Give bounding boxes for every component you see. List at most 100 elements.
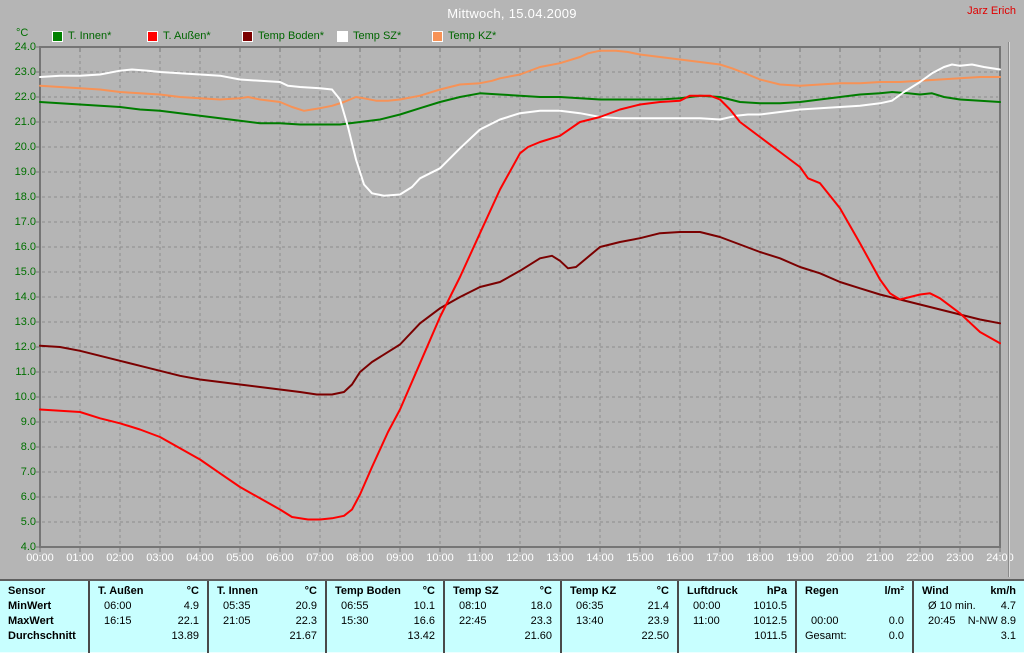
max-row-regen-right: 0.0 <box>888 615 904 627</box>
table-column-regen: Regen l/m² 00:00 0.0 Gesamt: 0.0 <box>795 581 912 653</box>
x-axis-tick-label: 07:00 <box>306 552 334 564</box>
max-row-temp-kz-left: 13:40 <box>576 615 604 627</box>
x-axis-tick-label: 13:00 <box>546 552 574 564</box>
legend-label-t-au-en: T. Außen* <box>163 30 211 42</box>
max-row-wind-right: N-NW 8.9 <box>967 615 1016 627</box>
min-row-t-au-en-right: 4.9 <box>183 600 199 612</box>
avg-row-t-au-en: 13.89 <box>90 629 207 644</box>
x-axis-tick-label: 24:00 <box>986 552 1014 564</box>
col-header-t-au-en-left: T. Außen <box>98 585 144 597</box>
max-row-t-au-en-right: 22.1 <box>177 615 199 627</box>
col-header-t-au-en: T. Außen °C <box>90 584 207 599</box>
table-column-luftdruck: Luftdruck hPa 00:00 1010.5 11:00 1012.5 1011.5 <box>677 581 795 653</box>
avg-row-temp-kz-right: 22.50 <box>641 630 669 642</box>
max-row-regen: 00:00 0.0 <box>797 614 912 629</box>
min-row-wind: Ø 10 min. 4.7 <box>914 599 1024 614</box>
max-row-luftdruck-right: 1012.5 <box>753 615 787 627</box>
col-header-temp-sz-left: Temp SZ <box>453 585 499 597</box>
min-row-temp-kz-left: 06:35 <box>576 600 604 612</box>
x-axis-tick-label: 10:00 <box>426 552 454 564</box>
x-axis-tick-label: 04:00 <box>186 552 214 564</box>
min-row-temp-sz-left: 08:10 <box>459 600 487 612</box>
y-axis-tick-label: 20.0 <box>14 141 36 153</box>
y-axis-tick-label: 21.0 <box>14 116 36 128</box>
table-column-temp-kz: Temp KZ °C 06:35 21.4 13:40 23.9 22.50 <box>560 581 677 653</box>
series-line-temp-sz <box>39 63 1001 197</box>
chart-title: Mittwoch, 15.04.2009 <box>447 6 577 21</box>
avg-row-wind-right: 3.1 <box>1000 630 1016 642</box>
x-axis-tick-label: 05:00 <box>226 552 254 564</box>
min-row-temp-boden-left: 06:55 <box>341 600 369 612</box>
y-axis-tick-label: 9.0 <box>20 416 36 428</box>
col-header-luftdruck-left: Luftdruck <box>687 585 738 597</box>
x-axis-tick-label: 01:00 <box>66 552 94 564</box>
max-row-t-innen-left: 21:05 <box>223 615 251 627</box>
x-axis-tick-label: 02:00 <box>106 552 134 564</box>
chart-plot <box>36 46 1001 552</box>
max-row-temp-boden: 15:30 16.6 <box>327 614 443 629</box>
y-axis-tick-label: 10.0 <box>14 391 36 403</box>
x-axis-tick-label: 11:00 <box>466 552 494 564</box>
avg-row-wind: 3.1 <box>914 629 1024 644</box>
legend-item-t-innen: T. Innen* <box>52 30 111 42</box>
col-header-luftdruck: Luftdruck hPa <box>679 584 795 599</box>
col-header-t-innen-left: T. Innen <box>217 585 258 597</box>
col-header-temp-kz-right: °C <box>656 585 669 597</box>
table-row-label-maxwert: MaxWert <box>8 615 54 627</box>
max-row-t-au-en: 16:15 22.1 <box>90 614 207 629</box>
max-row-luftdruck: 11:00 1012.5 <box>679 614 795 629</box>
max-row-temp-boden-left: 15:30 <box>341 615 369 627</box>
x-axis-tick-label: 16:00 <box>666 552 694 564</box>
legend-label-temp-boden: Temp Boden* <box>258 30 325 42</box>
min-row-temp-kz: 06:35 21.4 <box>562 599 677 614</box>
avg-row-luftdruck-right: 1011.5 <box>754 630 787 642</box>
col-header-temp-sz: Temp SZ °C <box>445 584 560 599</box>
x-axis-tick-label: 23:00 <box>946 552 974 564</box>
avg-row-luftdruck: 1011.5 <box>679 629 795 644</box>
y-axis-tick-label: 6.0 <box>20 491 36 503</box>
x-axis-tick-label: 09:00 <box>386 552 414 564</box>
legend-item-temp-boden: Temp Boden* <box>242 30 324 42</box>
series-line-t-au-en <box>39 94 1001 521</box>
avg-row-temp-sz: 21.60 <box>445 629 560 644</box>
legend-swatch-t-au-en <box>147 30 158 42</box>
author-label: Jarz Erich <box>967 5 1016 17</box>
sensor-stats-table: Sensor MinWert MaxWert Durchschnitt T. A… <box>0 579 1024 653</box>
y-axis-tick-label: 14.0 <box>14 291 36 303</box>
avg-row-t-au-en-right: 13.89 <box>171 630 199 642</box>
max-row-t-au-en-left: 16:15 <box>104 615 132 627</box>
y-axis-tick-label: 12.0 <box>14 341 36 353</box>
max-row-wind: 20:45 N-NW 8.9 <box>914 614 1024 629</box>
max-row-t-innen-right: 22.3 <box>295 615 317 627</box>
max-row-luftdruck-left: 11:00 <box>693 615 720 627</box>
chart-legend: T. Innen* T. Außen* Temp Boden* Temp SZ* Tem… <box>0 30 1024 44</box>
series-line-temp-boden <box>39 231 1001 396</box>
legend-label-temp-sz: Temp SZ* <box>353 30 402 42</box>
min-row-temp-kz-right: 21.4 <box>647 600 669 612</box>
col-header-temp-kz-left: Temp KZ <box>570 585 617 597</box>
x-axis-tick-label: 15:00 <box>626 552 654 564</box>
col-header-luftdruck-right: hPa <box>766 585 787 597</box>
y-axis-tick-label: 15.0 <box>14 266 36 278</box>
min-row-temp-sz-right: 18.0 <box>530 600 552 612</box>
avg-row-temp-kz: 22.50 <box>562 629 677 644</box>
max-row-temp-boden-right: 16.6 <box>413 615 435 627</box>
max-row-temp-sz-right: 23.3 <box>530 615 552 627</box>
legend-label-temp-kz: Temp KZ* <box>448 30 497 42</box>
y-axis-tick-label: 13.0 <box>14 316 36 328</box>
avg-row-regen: Gesamt: 0.0 <box>797 629 912 644</box>
max-row-temp-sz-left: 22:45 <box>459 615 487 627</box>
avg-row-regen-left: Gesamt: <box>805 630 847 642</box>
x-axis-tick-label: 14:00 <box>586 552 614 564</box>
min-row-wind-right: 4.7 <box>1000 600 1016 612</box>
y-axis-unit-label: °C <box>16 27 29 39</box>
col-header-wind: Wind km/h <box>914 584 1024 599</box>
y-axis-tick-label: 19.0 <box>14 166 36 178</box>
col-header-temp-boden-right: °C <box>422 585 435 597</box>
avg-row-t-innen: 21.67 <box>209 629 325 644</box>
min-row-t-innen: 05:35 20.9 <box>209 599 325 614</box>
x-axis-tick-label: 20:00 <box>826 552 854 564</box>
x-axis-tick-label: 12:00 <box>506 552 534 564</box>
legend-swatch-temp-boden <box>242 30 253 42</box>
